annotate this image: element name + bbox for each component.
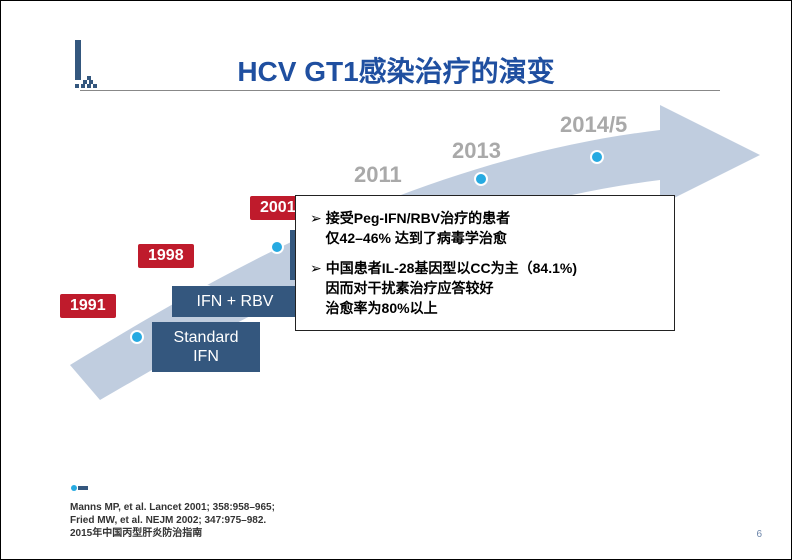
citations: Manns MP, et al. Lancet 2001; 358:958–96… xyxy=(70,501,275,540)
year-label: 1991 xyxy=(60,294,116,318)
page-number: 6 xyxy=(756,529,762,540)
callout-bullet: ➢中国患者IL-28基因型以CC为主（84.1%) 因而对干扰素治疗应答较好 治… xyxy=(310,258,660,318)
timeline-dot xyxy=(270,240,284,254)
treatment-box: IFN + RBV xyxy=(172,286,298,317)
treatment-box: StandardIFN xyxy=(152,322,260,372)
timeline-dot xyxy=(474,172,488,186)
callout-box: ➢接受Peg-IFN/RBV治疗的患者 仅42–46% 达到了病毒学治愈 ➢中国患… xyxy=(295,195,675,331)
citation-line: Manns MP, et al. Lancet 2001; 358:958–96… xyxy=(70,501,275,514)
year-label: 2013 xyxy=(452,138,501,164)
callout-bullet: ➢接受Peg-IFN/RBV治疗的患者 仅42–46% 达到了病毒学治愈 xyxy=(310,208,660,248)
year-label: 1998 xyxy=(138,244,194,268)
year-label: 2011 xyxy=(354,162,402,188)
refs-icon xyxy=(70,480,90,498)
citation-line: Fried MW, et al. NEJM 2002; 347:975–982. xyxy=(70,514,275,527)
timeline-dot xyxy=(590,150,604,164)
timeline-dot xyxy=(130,330,144,344)
title-text: HCV GT1感染治疗的演变 xyxy=(237,56,554,87)
citation-line: 2015年中国丙型肝炎防治指南 xyxy=(70,527,275,540)
page-title: HCV GT1感染治疗的演变 xyxy=(0,50,792,90)
title-underline xyxy=(80,90,720,91)
year-label: 2014/5 xyxy=(560,112,627,138)
